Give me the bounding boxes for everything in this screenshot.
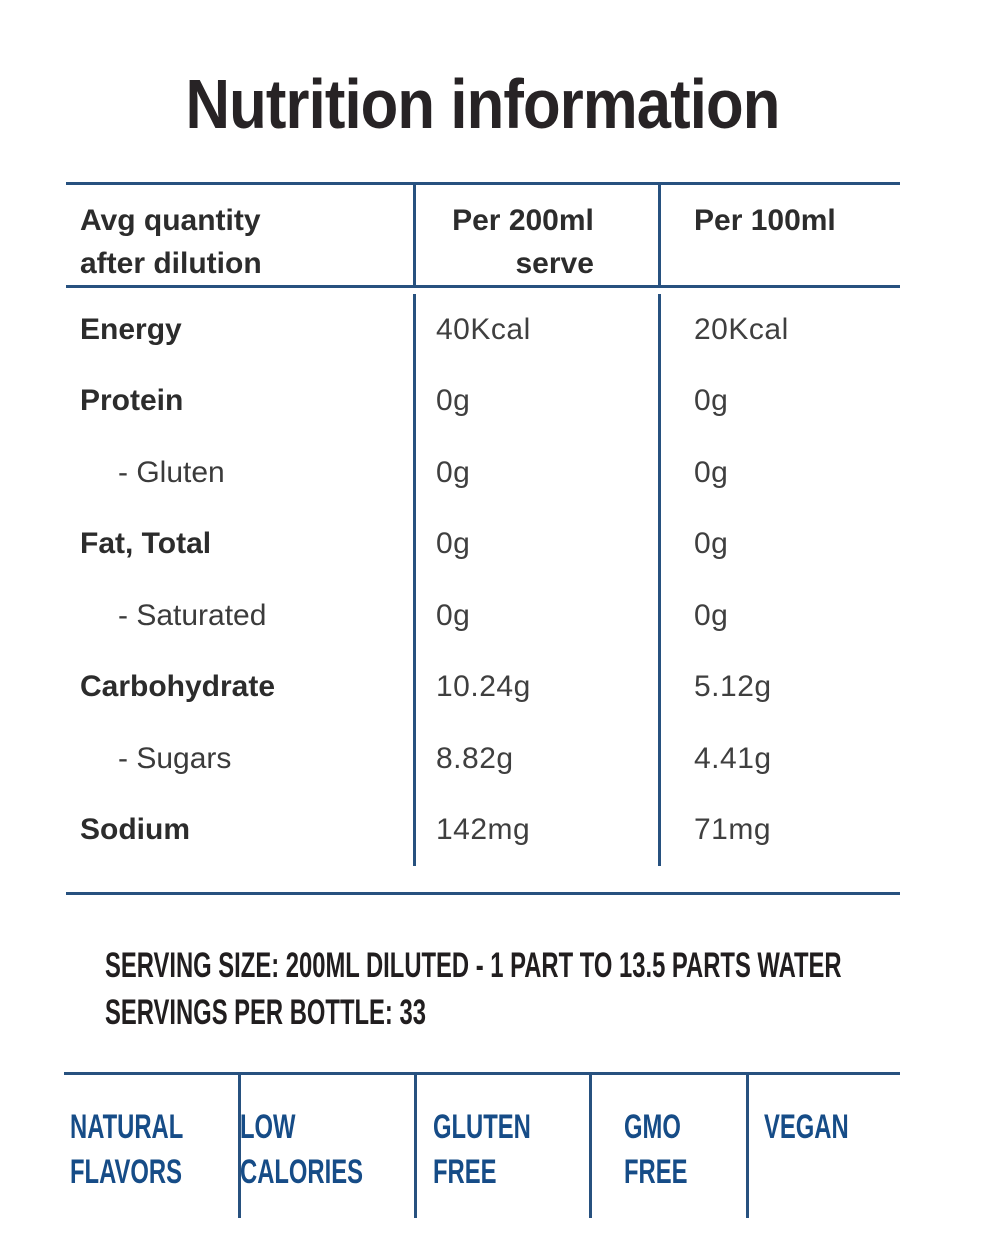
row-value-200ml: 8.82g xyxy=(436,741,514,775)
badge-gmo-free: GMO FREE xyxy=(589,1075,746,1218)
row-label: Protein xyxy=(80,384,184,418)
row-value-200ml: 0g xyxy=(436,455,471,489)
serving-info: SERVING SIZE: 200ML DILUTED - 1 PART TO … xyxy=(105,942,1008,1036)
serving-size-text: SERVING SIZE: 200ML DILUTED - 1 PART TO … xyxy=(105,946,842,985)
table-row-gluten: - Gluten 0g 0g xyxy=(66,437,900,509)
servings-per-bottle-text: SERVINGS PER BOTTLE: 33 xyxy=(105,993,426,1032)
row-label: Sodium xyxy=(80,813,190,847)
header-avg-quantity: Avg quantity after dilution xyxy=(66,185,413,285)
row-value-100ml: 0g xyxy=(694,384,729,418)
badge-natural-flavors: NATURAL FLAVORS xyxy=(70,1108,184,1191)
row-value-200ml: 10.24g xyxy=(436,670,531,704)
table-row-protein: Protein 0g 0g xyxy=(66,365,900,437)
page-title-text: Nutrition information xyxy=(185,65,781,143)
row-value-100ml: 71mg xyxy=(694,813,772,847)
table-row-saturated: - Saturated 0g 0g xyxy=(66,580,900,652)
table-body: Energy 40Kcal 20Kcal Protein 0g 0g - Glu… xyxy=(66,288,900,892)
header-per-100ml: Per 100ml xyxy=(658,185,900,285)
table-header-row: Avg quantity after dilution Per 200ml se… xyxy=(66,185,900,288)
table-row-carbohydrate: Carbohydrate 10.24g 5.12g xyxy=(66,651,900,723)
table-row-sodium: Sodium 142mg 71mg xyxy=(66,794,900,866)
header-per-200ml-line2: serve xyxy=(515,247,594,280)
row-value-200ml: 0g xyxy=(436,384,471,418)
header-per-200ml-line1: Per 200ml xyxy=(452,204,594,237)
row-label: - Sugars xyxy=(118,741,232,775)
badge-vegan: VEGAN xyxy=(746,1075,900,1218)
feature-badges-strip: NATURAL FLAVORS LOW CALORIES GLUTEN FREE… xyxy=(64,1072,900,1218)
header-avg-quantity-line1: Avg quantity xyxy=(80,204,261,237)
table-row-energy: Energy 40Kcal 20Kcal xyxy=(66,294,900,366)
row-value-100ml: 5.12g xyxy=(694,670,772,704)
badge-gluten-free: GLUTEN FREE xyxy=(414,1075,589,1218)
row-value-100ml: 20Kcal xyxy=(694,312,789,346)
row-label: Fat, Total xyxy=(80,527,212,561)
page-title: Nutrition information xyxy=(66,64,900,144)
row-value-100ml: 4.41g xyxy=(694,741,772,775)
badge-low-calories: LOW CALORIES xyxy=(238,1075,414,1218)
row-value-200ml: 40Kcal xyxy=(436,312,531,346)
row-value-100ml: 0g xyxy=(694,455,729,489)
row-label: Energy xyxy=(80,312,182,346)
row-value-100ml: 0g xyxy=(694,527,729,561)
nutrition-table: Avg quantity after dilution Per 200ml se… xyxy=(66,182,900,895)
row-value-200ml: 0g xyxy=(436,598,471,632)
row-value-200ml: 142mg xyxy=(436,813,531,847)
table-row-sugars: - Sugars 8.82g 4.41g xyxy=(66,723,900,795)
row-value-100ml: 0g xyxy=(694,598,729,632)
row-label: - Gluten xyxy=(118,455,225,489)
header-avg-quantity-line2: after dilution xyxy=(80,247,262,280)
header-per-200ml: Per 200ml serve xyxy=(413,185,658,285)
row-label: Carbohydrate xyxy=(80,670,276,704)
table-row-fat-total: Fat, Total 0g 0g xyxy=(66,508,900,580)
row-label: - Saturated xyxy=(118,598,267,632)
row-value-200ml: 0g xyxy=(436,527,471,561)
